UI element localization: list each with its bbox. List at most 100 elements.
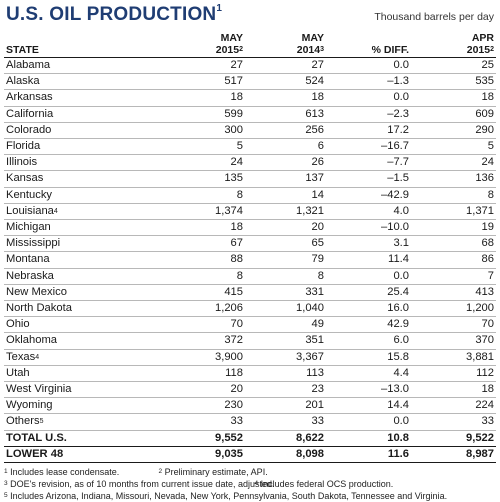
header-apr2015-note: 2 (490, 46, 494, 53)
cell-state: North Dakota (4, 300, 164, 318)
cell-may2014: 23 (245, 381, 326, 399)
cell-may2015: 415 (164, 284, 245, 302)
cell-diff-text: 0.0 (393, 269, 409, 282)
cell-may2015-text: 517 (224, 75, 243, 88)
header-apr2015-year: 2015 (466, 44, 491, 56)
cell-may2014: 8,622 (245, 429, 326, 447)
cell-may2015-text: 230 (224, 399, 243, 412)
cell-state-text: Colorado (6, 123, 52, 136)
table-title: U.S. OIL PRODUCTION1 (6, 3, 222, 26)
cell-state: Texas4 (4, 349, 164, 366)
total-row: TOTAL U.S. 9,552 8,622 10.8 9,522 (4, 429, 496, 447)
cell-diff: 3.1 (326, 235, 411, 253)
cell-apr2015-text: 413 (475, 285, 494, 298)
cell-state: Others5 (4, 413, 164, 431)
cell-state: Kentucky (4, 187, 164, 204)
cell-may2014-text: 1,321 (296, 204, 324, 217)
cell-may2014-text: 49 (311, 318, 324, 331)
cell-apr2015: 535 (411, 73, 496, 91)
header-state: STATE (4, 44, 164, 58)
table-row: Colorado 300 256 17.2 290 (4, 122, 496, 140)
table-row: Others5 33 33 0.0 33 (4, 413, 496, 431)
table-row: Texas4 3,900 3,367 15.8 3,881 (4, 349, 496, 366)
cell-state-text: California (6, 107, 54, 120)
header-may2015-year: 2015 (215, 44, 240, 56)
cell-state-text: Arkansas (6, 91, 53, 104)
cell-state-text: North Dakota (6, 302, 72, 315)
cell-apr2015: 33 (411, 413, 496, 431)
footnote-2: 2 Preliminary estimate, API. (159, 466, 268, 478)
table-body: Alabama 27 27 0.0 25 Alaska 517 524 –1.3 535 Arkan… (4, 57, 496, 431)
cell-diff-text: –42.9 (381, 188, 409, 201)
cell-diff: 0.0 (326, 413, 411, 431)
cell-diff-text: –1.5 (387, 172, 409, 185)
header-may2014-line1: MAY (301, 32, 324, 44)
cell-may2015: 33 (164, 413, 245, 431)
cell-diff-text: 10.8 (387, 431, 409, 444)
cell-state: Mississippi (4, 235, 164, 253)
cell-may2014-text: 201 (305, 399, 324, 412)
table-row: California 599 613 –2.3 609 (4, 106, 496, 123)
cell-apr2015: 8,987 (411, 446, 496, 464)
table-row: Illinois 24 26 –7.7 24 (4, 154, 496, 172)
cell-may2014: 201 (245, 397, 326, 415)
cell-state-text: Louisiana (6, 204, 54, 217)
cell-state: Arkansas (4, 89, 164, 107)
cell-may2015-text: 599 (224, 107, 243, 120)
cell-may2015: 18 (164, 89, 245, 107)
cell-apr2015-text: 1,371 (466, 204, 494, 217)
cell-may2015: 599 (164, 106, 245, 123)
cell-may2015: 3,900 (164, 349, 245, 366)
table-row: Kentucky 8 14 –42.9 8 (4, 187, 496, 204)
cell-diff: 10.8 (326, 429, 411, 447)
cell-may2014: 613 (245, 106, 326, 123)
cell-may2014-text: 8,098 (296, 447, 324, 460)
cell-may2015: 9,035 (164, 446, 245, 464)
cell-apr2015-text: 1,200 (466, 302, 494, 315)
cell-may2015-text: 415 (224, 285, 243, 298)
cell-may2015-text: 18 (230, 91, 243, 104)
cell-diff: 15.8 (326, 349, 411, 366)
footnote-1-mark: 1 (4, 468, 8, 476)
cell-may2014: 65 (245, 235, 326, 253)
cell-state: Alabama (4, 57, 164, 75)
cell-diff: 25.4 (326, 284, 411, 302)
cell-may2014: 33 (245, 413, 326, 431)
cell-may2014-text: 256 (305, 123, 324, 136)
cell-may2014: 26 (245, 154, 326, 172)
table-row: North Dakota 1,206 1,040 16.0 1,200 (4, 300, 496, 318)
cell-state-text: Texas (6, 350, 36, 363)
cell-may2015: 9,552 (164, 429, 245, 447)
cell-may2014: 1,321 (245, 203, 326, 221)
cell-apr2015: 25 (411, 57, 496, 75)
header-blank (4, 30, 164, 44)
footnote-5-text: Includes Arizona, Indiana, Missouri, Nev… (10, 491, 448, 502)
cell-state-text: Montana (6, 253, 50, 266)
footnote-5: 5 Includes Arizona, Indiana, Missouri, N… (4, 490, 447, 502)
cell-diff: 4.0 (326, 203, 411, 221)
cell-apr2015: 609 (411, 106, 496, 123)
header-apr2015-line1: APR (471, 32, 494, 44)
state-footnote-mark: 4 (35, 353, 40, 361)
cell-state: West Virginia (4, 381, 164, 399)
footnote-5-mark: 5 (4, 492, 8, 500)
cell-apr2015: 370 (411, 332, 496, 350)
table-row: Kansas 135 137 –1.5 136 (4, 170, 496, 188)
cell-apr2015: 70 (411, 316, 496, 334)
cell-apr2015-text: 8,987 (466, 447, 494, 460)
header-may2014: 20143 (245, 44, 326, 58)
cell-may2015: 8 (164, 187, 245, 204)
cell-may2015-text: 1,374 (215, 204, 243, 217)
cell-may2014-text: 3,367 (296, 350, 324, 363)
cell-state: New Mexico (4, 284, 164, 302)
cell-apr2015: 224 (411, 397, 496, 415)
cell-may2015-text: 88 (230, 253, 243, 266)
cell-may2015: 372 (164, 332, 245, 350)
cell-apr2015-text: 609 (475, 107, 494, 120)
footnote-line-3: 5 Includes Arizona, Indiana, Missouri, N… (4, 490, 496, 502)
cell-state-text: Mississippi (6, 237, 61, 250)
cell-diff-text: 16.0 (387, 302, 409, 315)
cell-diff-text: 15.8 (387, 350, 409, 363)
cell-may2014: 1,040 (245, 300, 326, 318)
cell-may2015: 230 (164, 397, 245, 415)
